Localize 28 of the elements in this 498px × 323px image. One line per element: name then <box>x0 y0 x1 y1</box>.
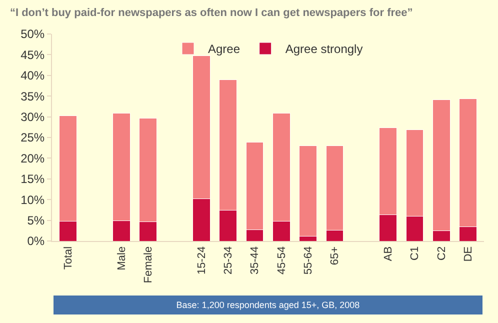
x-tick-label: 25-34 <box>222 246 235 275</box>
x-tick-label: DE <box>462 246 475 262</box>
legend-label: Agree <box>208 42 240 56</box>
x-tick-label: 35-44 <box>249 246 262 275</box>
y-tick-label: 15% <box>20 172 45 186</box>
x-tick-label: 15-24 <box>196 246 208 275</box>
y-tick-label: 50% <box>20 27 45 42</box>
x-tick-label: 65+ <box>329 246 342 266</box>
y-tick-label: 40% <box>20 68 45 83</box>
x-tick-label: C1 <box>409 246 422 260</box>
y-tick-label: 35% <box>20 89 45 104</box>
x-tick-label: AB <box>382 246 395 262</box>
text: Base: 1,200 respondents aged 15+, GB, 2008 <box>176 300 360 310</box>
y-tick-label: 5% <box>27 214 45 228</box>
y-tick-label: 45% <box>20 48 45 62</box>
y-tick-label: 20% <box>20 151 45 166</box>
x-tick-label: C2 <box>436 246 448 260</box>
x-tick-label: Female <box>142 246 155 284</box>
y-tick-label: 30% <box>20 110 45 124</box>
y-tick-label: 10% <box>20 192 45 207</box>
x-tick-label: 45-54 <box>276 246 288 275</box>
x-tick-label: 55-64 <box>302 246 315 275</box>
legend-label: Agree strongly <box>285 42 363 56</box>
y-tick-label: 25% <box>20 130 45 145</box>
x-tick-label: Total <box>62 246 75 270</box>
chart-title: “I don’t buy paid-for newspapers as often now I can get newspapers for free” <box>10 6 413 19</box>
y-tick-label: 0% <box>27 234 45 248</box>
x-tick-label: Male <box>116 246 128 270</box>
